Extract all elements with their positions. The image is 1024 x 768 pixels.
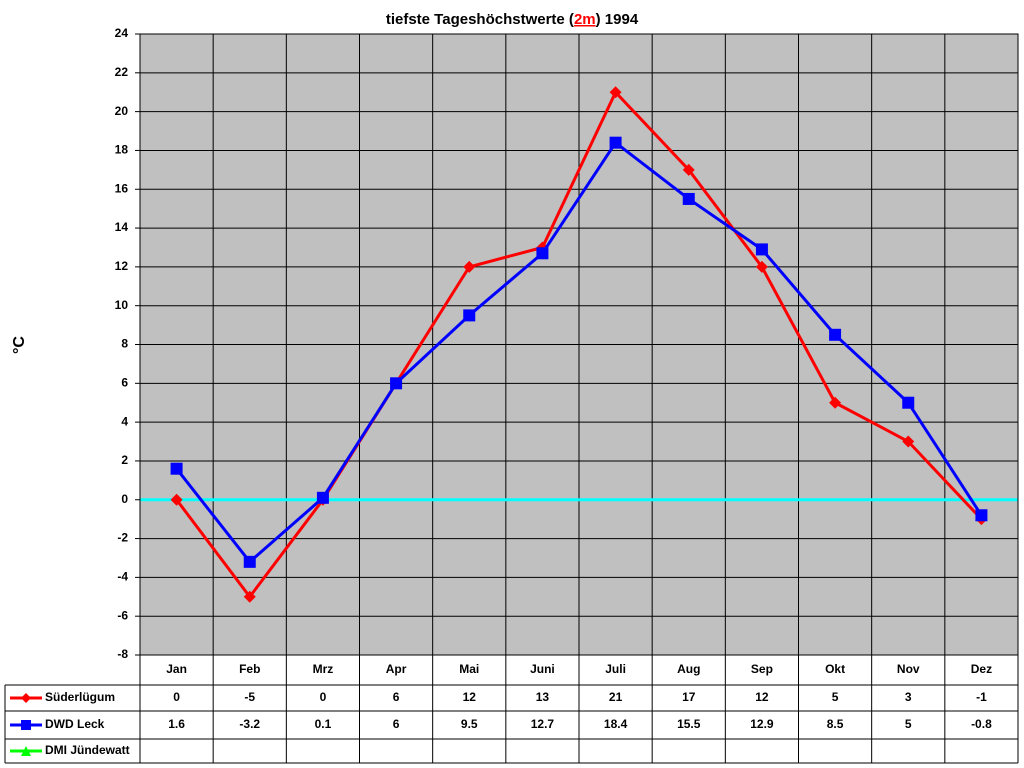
title-part: ) 1994 [596,11,639,28]
y-tick-label: 0 [121,492,128,506]
table-value: 8.5 [827,717,844,731]
title-part: 2m [574,11,596,28]
table-value: 5 [832,690,839,704]
y-tick-label: -2 [117,531,128,545]
x-tick-label: Okt [825,662,845,676]
marker [902,435,915,448]
table-value: 21 [609,690,623,704]
y-tick-label: 20 [115,104,129,118]
table-value: 1.6 [168,717,185,731]
series-line [175,89,983,600]
marker [21,746,31,756]
table-value: 15.5 [677,717,701,731]
table-value: 0.1 [315,717,332,731]
y-axis-title: °C [11,336,28,354]
x-tick-label: Feb [239,662,260,676]
table-value: 12 [463,690,477,704]
marker [755,260,768,273]
table-value: -1 [976,690,987,704]
y-tick-label: -4 [117,570,128,584]
marker [243,555,256,568]
marker [316,491,329,504]
table-value: 18.4 [604,717,628,731]
marker [682,163,695,176]
marker [536,247,549,260]
legend-label: Süderlügum [45,690,115,704]
table-value: 6 [393,717,400,731]
marker [463,309,476,322]
y-tick-label: -8 [117,647,128,661]
marker [21,693,31,703]
y-tick-label: 8 [121,337,128,351]
legend-label: DWD Leck [45,717,105,731]
x-tick-label: Sep [751,662,773,676]
table-value: 12.7 [531,717,555,731]
title-part: tiefste Tageshöchstwerte ( [386,11,574,28]
x-tick-label: Juli [605,662,626,676]
x-tick-label: Apr [386,662,407,676]
series-line [175,140,983,565]
y-tick-label: 24 [115,26,129,40]
y-tick-label: 18 [115,143,129,157]
y-tick-label: 4 [121,414,128,428]
table-value: 0 [173,690,180,704]
x-tick-label: Juni [530,662,555,676]
legend-label: DMI Jündewatt [45,743,130,757]
x-tick-label: Mrz [313,662,334,676]
x-tick-label: Mai [459,662,479,676]
marker [829,396,842,409]
marker [682,192,695,205]
table-value: 13 [536,690,550,704]
table-value: -5 [244,690,255,704]
x-tick-label: Jan [166,662,187,676]
y-tick-label: 2 [121,453,128,467]
marker [170,493,183,506]
marker [21,720,31,730]
x-tick-label: Aug [677,662,700,676]
table-value: -3.2 [239,717,260,731]
marker [755,243,768,256]
marker [975,509,988,522]
y-tick-label: 16 [115,181,129,195]
table-value: 17 [682,690,696,704]
x-tick-label: Nov [897,662,920,676]
table-value: 3 [905,690,912,704]
table-value: 0 [320,690,327,704]
marker [390,377,403,390]
y-tick-label: 10 [115,298,129,312]
marker [902,396,915,409]
y-tick-label: -6 [117,608,128,622]
marker [829,328,842,341]
table-value: 5 [905,717,912,731]
y-tick-label: 14 [115,220,129,234]
marker [170,462,183,475]
table-value: 12.9 [750,717,774,731]
y-tick-label: 6 [121,375,128,389]
x-tick-label: Dez [971,662,992,676]
table-value: 9.5 [461,717,478,731]
y-tick-label: 22 [115,65,129,79]
chart-title: tiefste Tageshöchstwerte (2m) 1994 [386,11,639,28]
marker [609,136,622,149]
table-value: 12 [755,690,769,704]
marker [609,86,622,99]
table-value: -0.8 [971,717,992,731]
marker [463,260,476,273]
table-value: 6 [393,690,400,704]
y-tick-label: 12 [115,259,129,273]
marker [243,590,256,603]
